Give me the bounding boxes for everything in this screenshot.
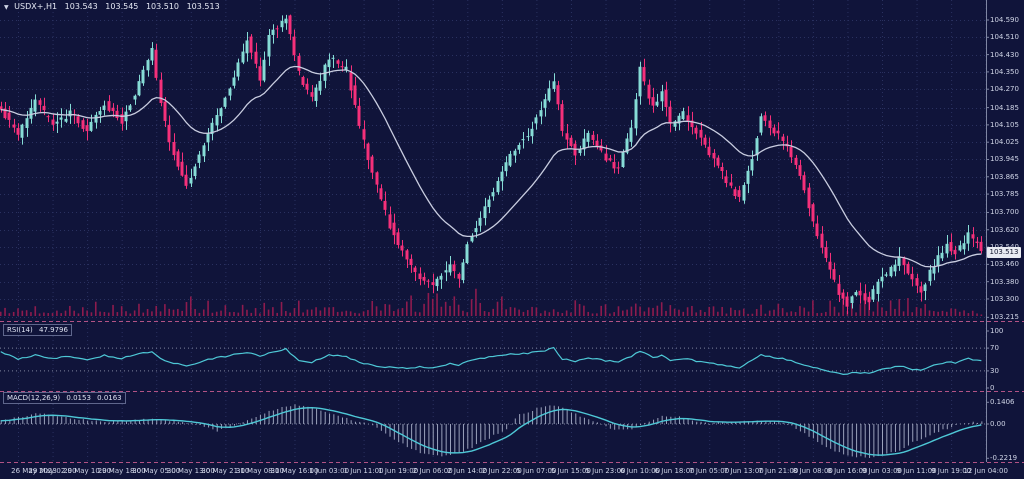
macd-signal-value: 0.0163	[97, 394, 122, 402]
macd-value: 0.0153	[66, 394, 91, 402]
rsi-value: 47.9796	[38, 326, 68, 334]
rsi-indicator-label[interactable]: RSI(14) 47.9796	[3, 324, 72, 336]
macd-name: MACD(12,26,9)	[7, 394, 61, 402]
macd-indicator-label[interactable]: MACD(12,26,9) 0.0153 0.0163	[3, 392, 126, 404]
rsi-name: RSI(14)	[7, 326, 33, 334]
current-price-tag: 103.513	[987, 247, 1021, 259]
